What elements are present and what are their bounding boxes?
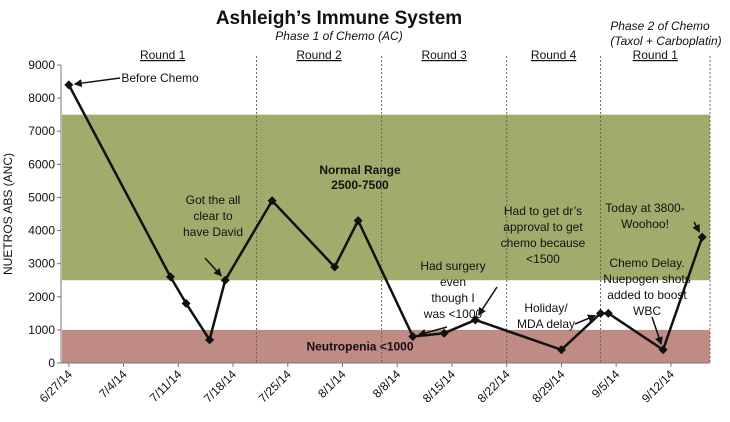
phase-2-label-line1: Phase 2 of Chemo <box>610 19 710 33</box>
data-point-marker <box>439 328 449 338</box>
annotation-text: though I <box>431 291 474 305</box>
round-label: Round 1 <box>140 48 186 62</box>
band-label: Neutropenia <1000 <box>306 339 413 353</box>
x-tick-label: 8/29/14 <box>529 367 567 405</box>
y-ticks: 0 1000 2000 3000 4000 5000 6000 7000 8000 9000 <box>28 58 61 370</box>
annotation-text: clear to <box>193 209 233 223</box>
annotation-arrow <box>478 286 498 316</box>
annotation-text: <1500 <box>526 252 560 266</box>
x-tick-label: 7/25/14 <box>256 367 294 405</box>
annotation-text: Before Chemo <box>121 71 199 85</box>
band-rect <box>62 114 710 281</box>
round-label: Round 1 <box>633 48 679 62</box>
x-tick-label: 8/1/14 <box>315 367 349 401</box>
y-tick-label: 6000 <box>28 157 55 171</box>
annotation-text: even <box>440 275 466 289</box>
y-tick-label: 7000 <box>28 124 55 138</box>
data-point-marker <box>408 332 418 342</box>
data-point-marker <box>220 275 230 285</box>
data-point-marker <box>64 80 74 90</box>
y-tick-label: 5000 <box>28 190 55 204</box>
chart-title: Ashleigh’s Immune System <box>216 8 462 29</box>
annotation-text: was <1000 <box>423 307 483 321</box>
annotation-text: added to boost <box>607 288 687 302</box>
x-tick-label: 7/18/14 <box>201 367 239 405</box>
band-label: Normal Range <box>319 163 401 177</box>
round-dividers: Round 1 Round 2 Round 3 Round 4 Round 1 <box>140 48 711 363</box>
round-label: Round 2 <box>296 48 342 62</box>
annotation-text: Had to get dr’s <box>504 204 582 218</box>
annotation-arrow <box>692 221 700 233</box>
data-point-marker <box>556 345 566 355</box>
x-tick-label: 7/11/14 <box>147 367 185 405</box>
phase-1-label: Phase 1 of Chemo (AC) <box>275 29 402 43</box>
x-tick-label: 8/22/14 <box>475 367 513 405</box>
annotation-arrow <box>73 77 121 88</box>
x-tick-label: 8/15/14 <box>420 367 458 405</box>
data-point-marker <box>267 196 277 206</box>
y-tick-label: 8000 <box>28 91 55 105</box>
annotation-text: MDA delay <box>517 317 575 331</box>
annotation-arrow <box>204 257 222 277</box>
annotation-text: WBC <box>633 304 661 318</box>
x-tick-label: 7/4/14 <box>96 367 130 401</box>
annotation-text: Today at 3800- <box>605 201 684 215</box>
data-point-marker <box>603 308 613 318</box>
annotation-text: Holiday/ <box>524 301 568 315</box>
x-ticks: 6/27/14 7/4/14 7/11/14 7/18/14 7/25/14 8/1/14… <box>37 363 677 405</box>
annotation-text: Got the all <box>186 193 241 207</box>
round-label: Round 3 <box>421 48 467 62</box>
y-axis-label: NUETROS ABS (ANC) <box>1 153 15 275</box>
data-point-marker <box>181 298 191 308</box>
annotation-arrow <box>651 316 663 346</box>
data-point-marker <box>353 216 363 226</box>
y-tick-label: 1000 <box>28 323 55 337</box>
data-point-marker <box>330 262 340 272</box>
annotations: Before Chemo Got the all clear to have Davi… <box>73 71 700 346</box>
y-tick-label: 0 <box>48 356 55 370</box>
axes <box>60 65 710 364</box>
x-tick-label: 8/8/14 <box>370 367 404 401</box>
y-tick-label: 9000 <box>28 58 55 72</box>
y-tick-label: 3000 <box>28 257 55 271</box>
annotation-text: Chemo Delay. <box>609 256 684 270</box>
series <box>64 80 707 355</box>
band-rect <box>62 329 710 363</box>
annotation-text: chemo because <box>501 236 586 250</box>
annotation-text: have David <box>183 225 243 239</box>
x-tick-label: 9/5/14 <box>589 367 623 401</box>
annotation-text: approval to get <box>503 220 583 234</box>
phase-2-label-line2: (Taxol + Carboplatin) <box>610 34 721 48</box>
data-point-marker <box>596 308 606 318</box>
x-tick-label: 6/27/14 <box>37 367 75 405</box>
round-label: Round 4 <box>531 48 577 62</box>
annotation-arrow <box>574 314 596 325</box>
y-tick-label: 2000 <box>28 290 55 304</box>
data-point-marker <box>470 315 480 325</box>
data-point-marker <box>205 335 215 345</box>
y-tick-label: 4000 <box>28 224 55 238</box>
annotation-text: Nuepogen shots <box>603 272 690 286</box>
x-tick-label: 9/12/14 <box>639 367 677 405</box>
data-point-marker <box>697 232 707 242</box>
annotation-arrow <box>417 326 448 337</box>
annotation-text: Woohoo! <box>621 217 669 231</box>
data-point-marker <box>658 345 668 355</box>
data-point-marker <box>165 272 175 282</box>
annotation-text: Had surgery <box>420 259 485 273</box>
band-label: 2500-7500 <box>331 178 389 192</box>
